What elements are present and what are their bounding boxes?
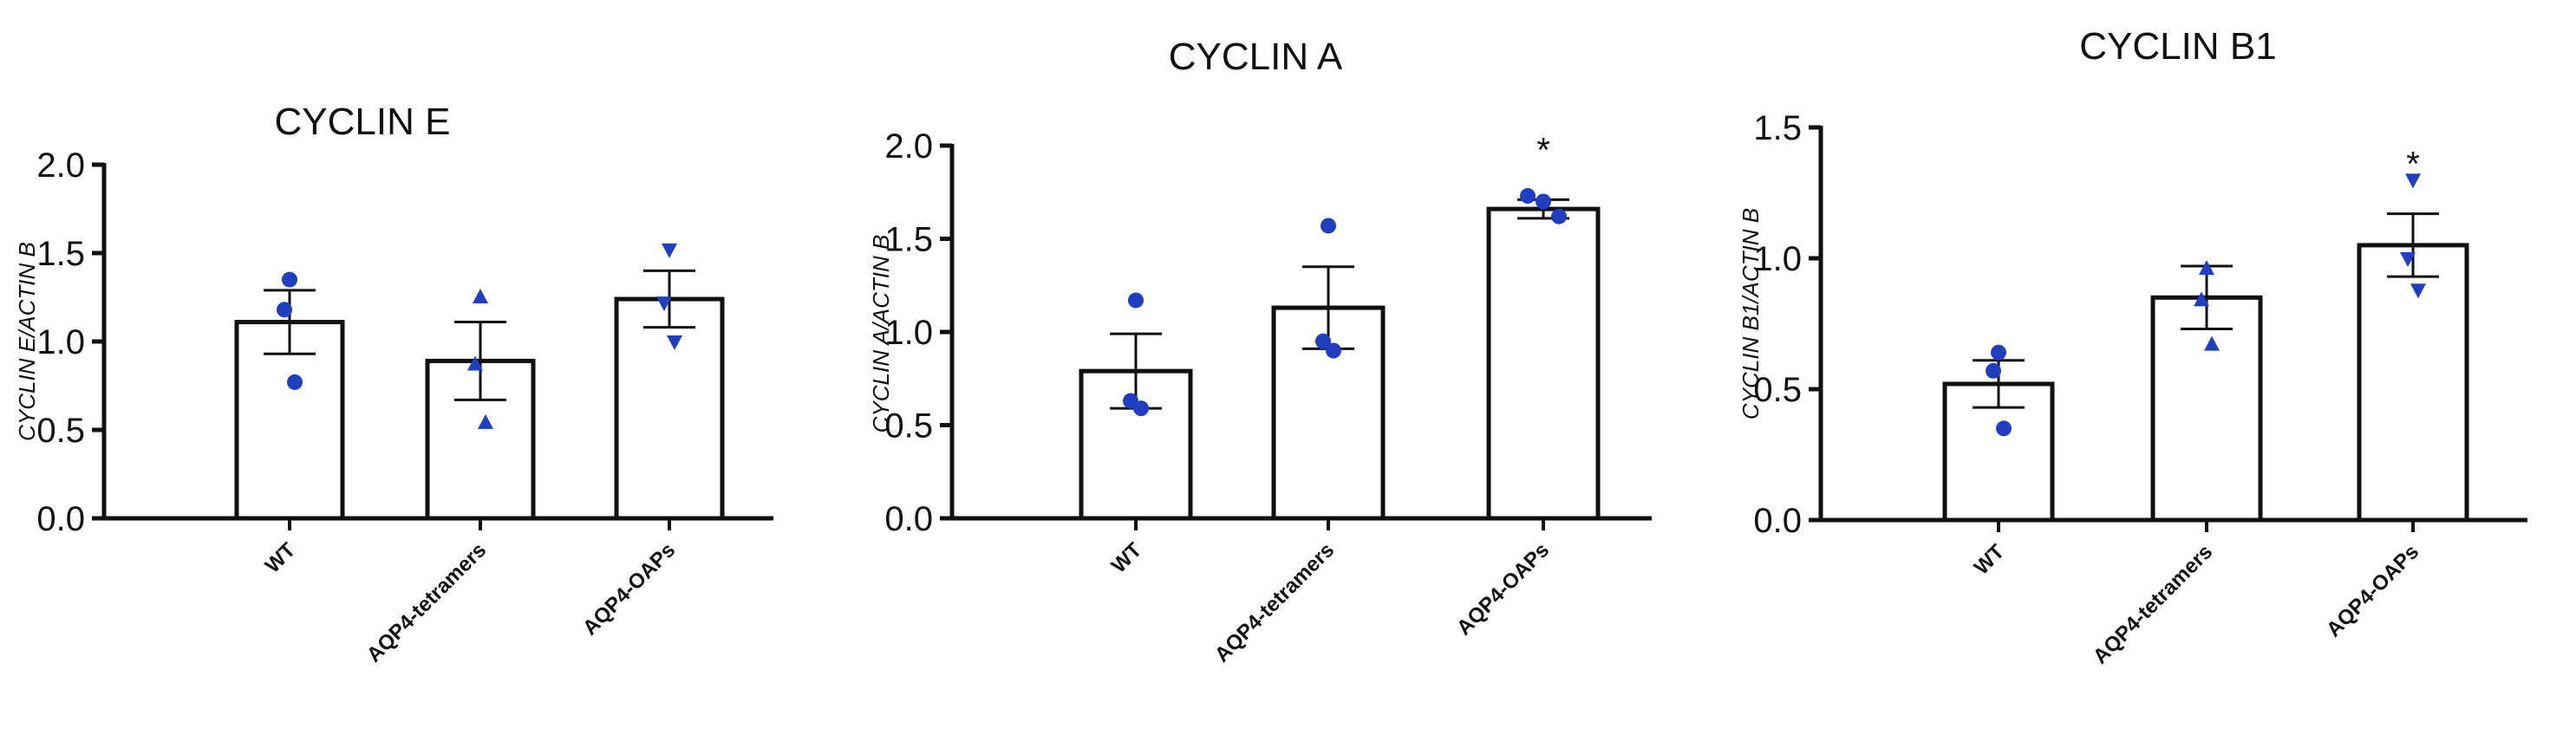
data-point bbox=[1986, 362, 2001, 379]
data-point bbox=[1326, 342, 1341, 359]
x-tick-label: AQP4-tetramers bbox=[362, 538, 491, 667]
y-tick-label: 0.0 bbox=[1753, 502, 1802, 540]
data-point bbox=[667, 335, 682, 350]
significance-marker: * bbox=[2406, 146, 2420, 184]
y-tick-label: 0.5 bbox=[1753, 371, 1802, 409]
y-tick-label: 1.5 bbox=[1753, 109, 1802, 147]
data-point bbox=[2194, 291, 2209, 307]
data-point bbox=[1128, 292, 1144, 309]
x-tick-label: AQP4-OAPs bbox=[1452, 538, 1554, 640]
y-tick-label: 1.0 bbox=[884, 314, 933, 352]
data-point bbox=[1321, 218, 1336, 234]
chart-1: CYCLIN E CYCLIN E/ACTIN B 0.0 0.5 1.0 1.5 2.0 W… bbox=[14, 101, 773, 667]
data-point bbox=[473, 289, 488, 303]
y-tick-label: 1.0 bbox=[1753, 240, 1802, 278]
y-tick-label: 0.5 bbox=[884, 407, 933, 446]
y-tick-label: 2.0 bbox=[884, 127, 933, 166]
x-tick-label: AQP4-OAPs bbox=[2322, 540, 2423, 641]
chart-title: CYCLIN A bbox=[1169, 36, 1343, 78]
y-tick-label: 1.5 bbox=[884, 221, 933, 259]
chart-3: CYCLIN B1 CYCLIN B1/ACTIN B 0.0 0.5 1.0 1.5 WT… bbox=[1738, 25, 2527, 668]
chart-title: CYCLIN E bbox=[275, 101, 451, 143]
x-tick-label: WT bbox=[1107, 538, 1147, 578]
data-point bbox=[2199, 260, 2214, 276]
y-axis-label: CYCLIN B1/ACTIN B bbox=[1738, 208, 1764, 420]
y-tick-label: 0.0 bbox=[884, 500, 933, 538]
data-point bbox=[662, 243, 677, 258]
data-point bbox=[287, 374, 303, 390]
y-axis-label: CYCLIN E/ACTIN B bbox=[14, 242, 40, 441]
data-point bbox=[1520, 188, 1536, 205]
y-tick-label: 0.5 bbox=[36, 412, 85, 450]
y-tick-label: 2.0 bbox=[36, 146, 85, 185]
significance-marker: * bbox=[1536, 131, 1550, 169]
data-point bbox=[2410, 283, 2426, 299]
x-tick-label: WT bbox=[261, 538, 301, 578]
chart-title: CYCLIN B1 bbox=[2079, 25, 2276, 68]
y-tick-label: 0.0 bbox=[36, 500, 85, 538]
data-point bbox=[282, 271, 297, 288]
bar-aqp4-oaps bbox=[1486, 206, 1601, 521]
chart-2: CYCLIN A CYCLIN A/ACTIN B 0.0 0.5 1.0 1.5 2.0 W… bbox=[868, 36, 1652, 667]
bar-aqp4-oaps bbox=[614, 296, 725, 521]
x-tick-label: AQP4-OAPs bbox=[578, 538, 680, 640]
data-point bbox=[2400, 252, 2416, 267]
data-point bbox=[1996, 420, 2012, 437]
y-axis-label: CYCLIN A/ACTIN B bbox=[868, 235, 894, 433]
data-point bbox=[1991, 344, 2006, 361]
data-point bbox=[478, 413, 493, 429]
data-point bbox=[2405, 173, 2421, 189]
data-point bbox=[467, 355, 483, 371]
y-tick-label: 1.5 bbox=[36, 235, 85, 273]
data-point bbox=[1315, 333, 1331, 349]
x-tick-label: WT bbox=[1970, 540, 2010, 580]
data-point bbox=[1551, 208, 1567, 224]
x-tick-label: AQP4-tetramers bbox=[1210, 538, 1339, 667]
data-point bbox=[2204, 335, 2220, 351]
data-point bbox=[1536, 193, 1551, 210]
x-tick-label: AQP4-tetramers bbox=[2089, 540, 2217, 668]
data-point bbox=[277, 302, 292, 318]
data-point bbox=[656, 296, 672, 312]
y-tick-label: 1.0 bbox=[36, 323, 85, 361]
data-point bbox=[1133, 400, 1149, 417]
bar-aqp4-tetramers bbox=[2150, 295, 2263, 523]
